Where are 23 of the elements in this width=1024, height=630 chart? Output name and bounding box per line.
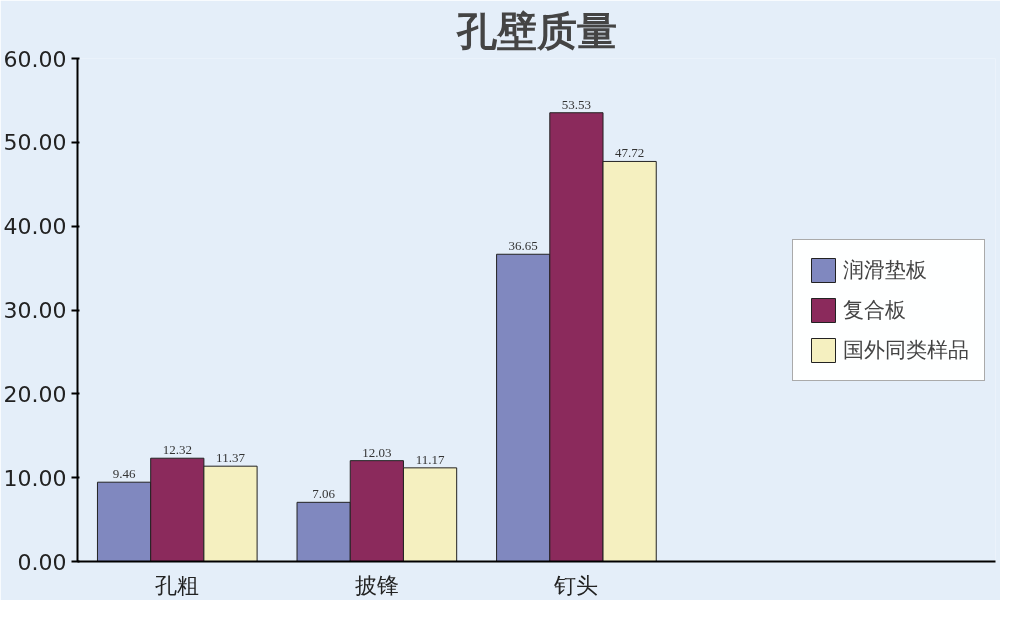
data-label: 9.46 xyxy=(112,466,136,482)
y-tick-label: 40.00 xyxy=(3,214,67,240)
data-label: 12.03 xyxy=(362,444,392,460)
y-tick-label: 50.00 xyxy=(3,130,67,156)
y-tick-label: 20.00 xyxy=(3,381,67,407)
data-label: 47.72 xyxy=(615,145,645,161)
x-tick-label: 披锋 xyxy=(354,572,399,598)
data-label: 11.17 xyxy=(415,451,445,467)
x-tick-label: 钉头 xyxy=(553,572,599,598)
data-label: 7.06 xyxy=(312,486,336,502)
legend-label: 国外同类样品 xyxy=(843,336,969,364)
x-tick-label: 孔粗 xyxy=(155,572,200,598)
legend-label: 润滑垫板 xyxy=(843,256,927,284)
y-tick-label: 60.00 xyxy=(3,46,67,72)
data-label: 36.65 xyxy=(508,238,538,254)
data-label: 53.53 xyxy=(561,96,592,112)
y-tick-label: 30.00 xyxy=(3,298,67,323)
data-label: 12.32 xyxy=(162,442,192,458)
legend-label: 复合板 xyxy=(843,296,906,324)
data-label: 11.37 xyxy=(216,450,246,466)
y-tick-label: 0.00 xyxy=(17,549,67,575)
chart-title: 孔壁质量 xyxy=(455,7,617,54)
y-tick-label: 10.00 xyxy=(3,465,67,491)
